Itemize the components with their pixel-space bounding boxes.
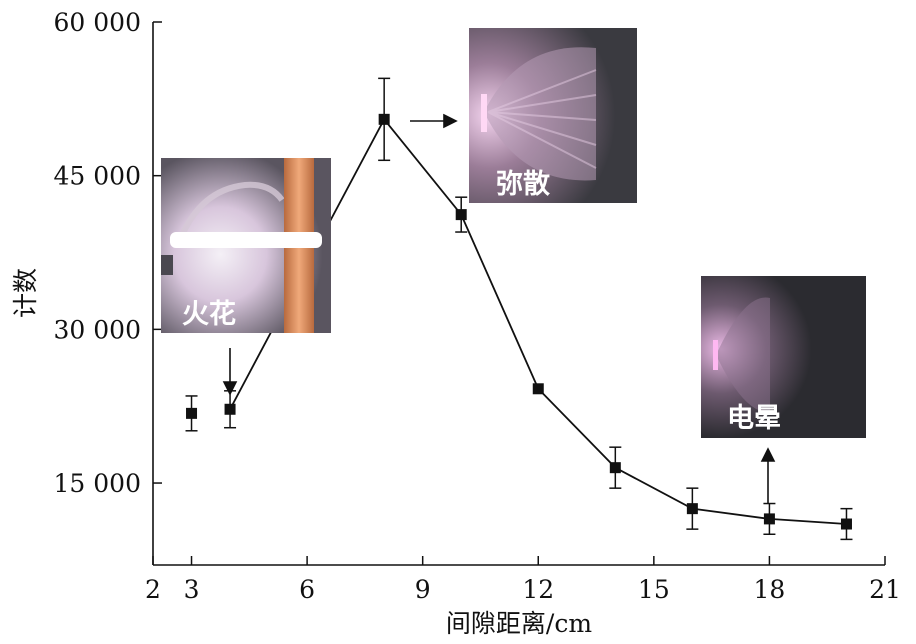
- x-tick-label: 9: [415, 575, 431, 604]
- data-point: [686, 503, 698, 515]
- spark-electrode-tip: [161, 255, 173, 275]
- y-tick-label: 30 000: [54, 315, 141, 344]
- inset-spark-label: 火花: [182, 299, 236, 330]
- x-axis-title: 间隙距离/cm: [446, 609, 592, 638]
- data-point: [224, 403, 236, 415]
- data-point: [455, 209, 467, 221]
- diffuse-electrode-tip: [481, 94, 487, 132]
- diffuse-arrow: [410, 113, 458, 129]
- x-tick-label: 18: [754, 575, 786, 604]
- data-point: [378, 113, 390, 125]
- annotation-arrows: [222, 113, 776, 503]
- axes: 2 3 6 9 12 15 18 21 15 000 30 000 45 000 60 000: [54, 8, 901, 604]
- x-tick-label: 2: [145, 575, 161, 604]
- inset-diffuse: 弥散: [469, 28, 637, 203]
- y-tick-label: 60 000: [54, 8, 141, 37]
- corona-plume-shape: [716, 297, 770, 413]
- y-tick-label: 45 000: [54, 162, 141, 191]
- y-axis-title: 计数: [11, 268, 40, 318]
- data-point: [186, 407, 198, 419]
- diffuse-streaks-shape: [487, 69, 597, 169]
- spark-arc-shape: [177, 181, 285, 242]
- x-tick-label: 15: [638, 575, 670, 604]
- inset-corona-label: 电晕: [727, 403, 781, 434]
- inset-corona: 电晕: [701, 276, 866, 438]
- corona-arrow: [760, 447, 776, 503]
- data-point: [840, 518, 852, 530]
- y-tick-label: 15 000: [54, 469, 141, 498]
- spark-channel-shape: [170, 232, 322, 248]
- data-point: [532, 383, 544, 395]
- y-ticks: 15 000 30 000 45 000 60 000: [54, 8, 162, 498]
- x-tick-label: 6: [299, 575, 315, 604]
- spark-arrow: [222, 348, 238, 396]
- series-layer: [185, 77, 853, 541]
- data-point: [763, 513, 775, 525]
- series-line: [229, 117, 847, 525]
- data-point: [609, 462, 621, 474]
- inset-diffuse-label: 弥散: [496, 168, 550, 200]
- corona-electrode-tip: [713, 340, 718, 370]
- x-tick-label: 21: [869, 575, 901, 604]
- x-ticks: 2 3 6 9 12 15 18 21: [145, 556, 901, 604]
- x-tick-label: 12: [522, 575, 554, 604]
- inset-spark: 火花: [161, 158, 331, 333]
- x-tick-label: 3: [184, 575, 200, 604]
